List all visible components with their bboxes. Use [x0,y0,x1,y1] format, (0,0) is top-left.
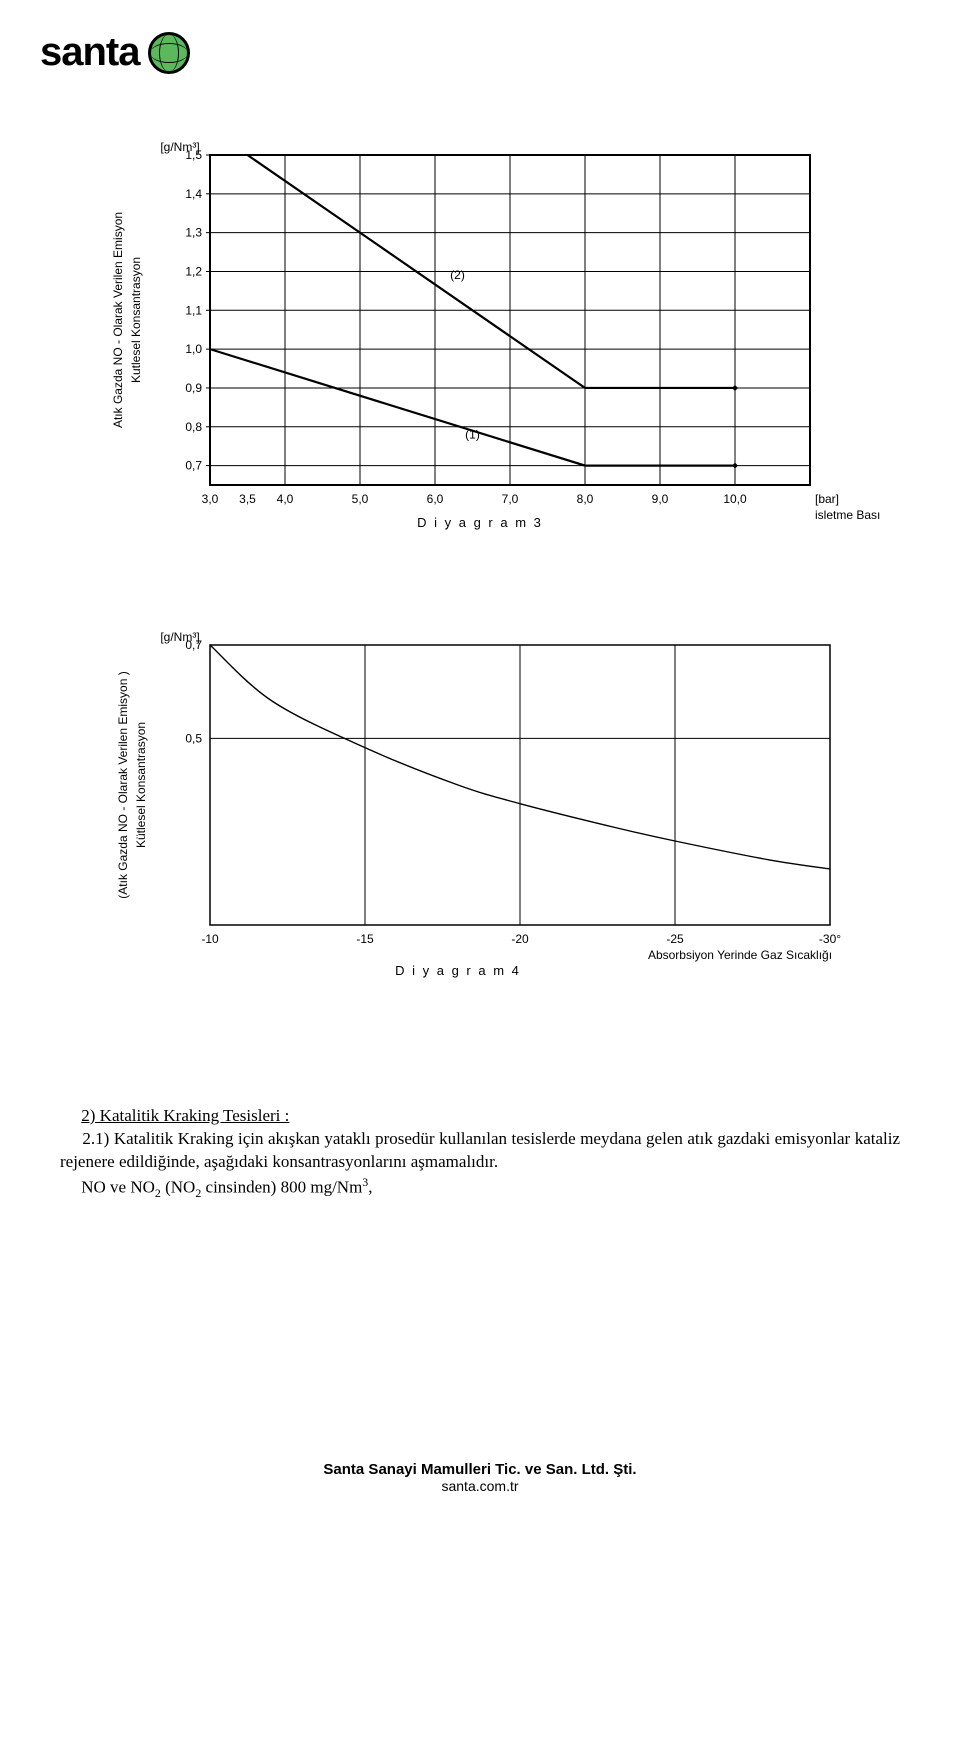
svg-text:0,5: 0,5 [185,731,202,745]
svg-text:4,0: 4,0 [277,492,294,506]
svg-text:Kütlesel Konsantrasyon: Kütlesel Konsantrasyon [134,722,148,848]
diagram-4: 0,70,5-10-15-20-25-30°[g/Nm³]Absorbsiyon… [80,625,880,1005]
svg-text:1,2: 1,2 [185,264,202,278]
diagram-4-svg: 0,70,5-10-15-20-25-30°[g/Nm³]Absorbsiyon… [80,625,880,1005]
svg-text:(1): (1) [465,427,480,441]
svg-text:0,9: 0,9 [185,381,202,395]
svg-text:-10: -10 [201,932,219,946]
svg-text:8,0: 8,0 [577,492,594,506]
paragraph-1d: cinsinden) 800 mg/Nm [201,1177,362,1196]
paragraph-1e: , [368,1177,372,1196]
svg-text:7,0: 7,0 [502,492,519,506]
svg-text:1,3: 1,3 [185,226,202,240]
svg-text:isletme Basıncı: isletme Basıncı [815,508,880,522]
svg-text:-20: -20 [511,932,529,946]
svg-text:[g/Nm³]: [g/Nm³] [160,140,199,154]
svg-text:(2): (2) [450,268,465,282]
section-indent3 [60,1177,77,1196]
svg-text:(Atık Gazda NO - Olarak Ve: (Atık Gazda NO - Olarak Verilen Emisyon … [116,671,130,898]
footer: Santa Sanayi Mamulleri Tic. ve San. Ltd.… [40,1461,920,1494]
svg-text:1,0: 1,0 [185,342,202,356]
svg-text:D i y a g r a m 3: D i y a g r a m 3 [417,515,543,530]
globe-icon [148,32,190,74]
svg-text:3,0: 3,0 [202,492,219,506]
svg-text:6,0: 6,0 [427,492,444,506]
logo-text: santa [40,30,140,75]
svg-text:-30°: -30° [819,932,841,946]
footer-company: Santa Sanayi Mamulleri Tic. ve San. Ltd.… [40,1461,920,1478]
section-heading: 2) Katalitik Kraking Tesisleri : [81,1106,289,1125]
logo: santa [40,30,920,75]
svg-text:1,1: 1,1 [185,303,202,317]
svg-text:5,0: 5,0 [352,492,369,506]
diagram-3-svg: 1,51,41,31,21,11,00,90,80,73,03,54,05,06… [80,135,880,565]
svg-text:0,7: 0,7 [185,459,202,473]
svg-text:-15: -15 [356,932,374,946]
svg-text:[bar]: [bar] [815,492,839,506]
paragraph-1b: NO ve NO [81,1177,155,1196]
svg-text:Kutlesel Konsantrasyon: Kutlesel Konsantrasyon [129,257,143,383]
svg-text:Atık Gazda NO - Olarak Veri: Atık Gazda NO - Olarak Verilen Emisyon [111,212,125,428]
svg-text:0,8: 0,8 [185,420,202,434]
svg-text:-25: -25 [666,932,684,946]
diagram-3: 1,51,41,31,21,11,00,90,80,73,03,54,05,06… [80,135,880,565]
svg-text:10,0: 10,0 [723,492,747,506]
svg-text:Absorbsiyon Yerinde Gaz: Absorbsiyon Yerinde Gaz Sıcaklığı [648,948,832,962]
paragraph-1c: (NO [161,1177,195,1196]
section-indent [60,1106,77,1125]
svg-text:1,4: 1,4 [185,187,202,201]
svg-text:9,0: 9,0 [652,492,669,506]
section-indent2 [60,1129,78,1148]
svg-text:D i y a g r a m 4: D i y a g r a m 4 [395,963,521,978]
body-text: 2) Katalitik Kraking Tesisleri : 2.1) Ka… [60,1105,900,1201]
svg-text:[g/Nm³]: [g/Nm³] [160,630,199,644]
svg-text:3,5: 3,5 [239,492,256,506]
footer-url: santa.com.tr [40,1478,920,1494]
paragraph-1a: 2.1) Katalitik Kraking için akışkan yata… [60,1129,900,1171]
